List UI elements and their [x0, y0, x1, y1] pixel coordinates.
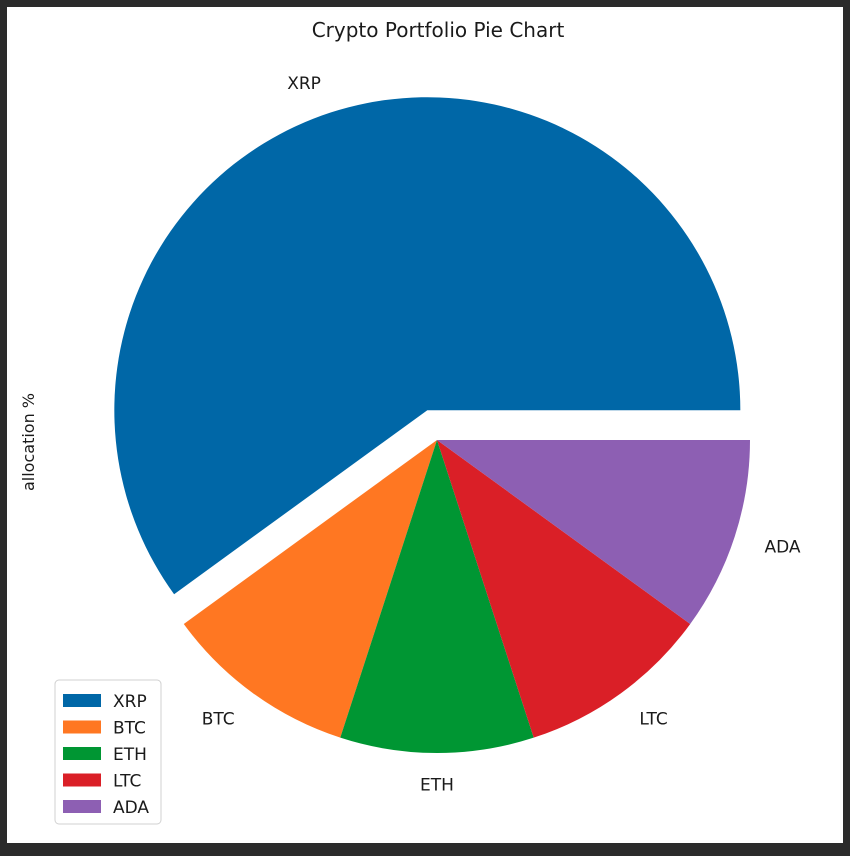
legend-box: [54, 679, 162, 825]
slice-label-ada: ADA: [764, 537, 800, 557]
legend-swatch-btc: [63, 720, 101, 734]
legend-swatch-xrp: [63, 694, 101, 707]
top-strip: [0, 0, 850, 6]
pie-slice-xrp: [114, 97, 741, 595]
legend-label-ltc: LTC: [113, 772, 141, 792]
pie-slice-ltc: [437, 440, 691, 738]
legend-label-btc: BTC: [113, 719, 146, 739]
slice-label-btc: BTC: [202, 710, 235, 730]
slice-label-eth: ETH: [420, 775, 454, 795]
y-axis-label: allocation %: [19, 393, 38, 491]
legend-swatch-ltc: [63, 773, 101, 787]
pie-slice-eth: [340, 440, 534, 753]
legend-label-ada: ADA: [113, 798, 149, 818]
pie-slices: [114, 97, 750, 753]
slice-label-xrp: XRP: [287, 74, 321, 94]
slice-label-ltc: LTC: [639, 710, 667, 730]
legend-label-eth: ETH: [113, 745, 147, 765]
legend-label-xrp: XRP: [113, 692, 147, 712]
legend-swatch-eth: [63, 747, 101, 760]
chart-title: Crypto Portfolio Pie Chart: [312, 18, 565, 42]
legend-swatch-ada: [63, 800, 101, 813]
slice-labels: XRP BTC ETH LTC ADA: [202, 74, 801, 796]
legend: XRP BTC ETH LTC ADA: [54, 679, 162, 825]
pie-slice-ada: [437, 440, 750, 624]
pie-slice-btc: [183, 440, 437, 738]
